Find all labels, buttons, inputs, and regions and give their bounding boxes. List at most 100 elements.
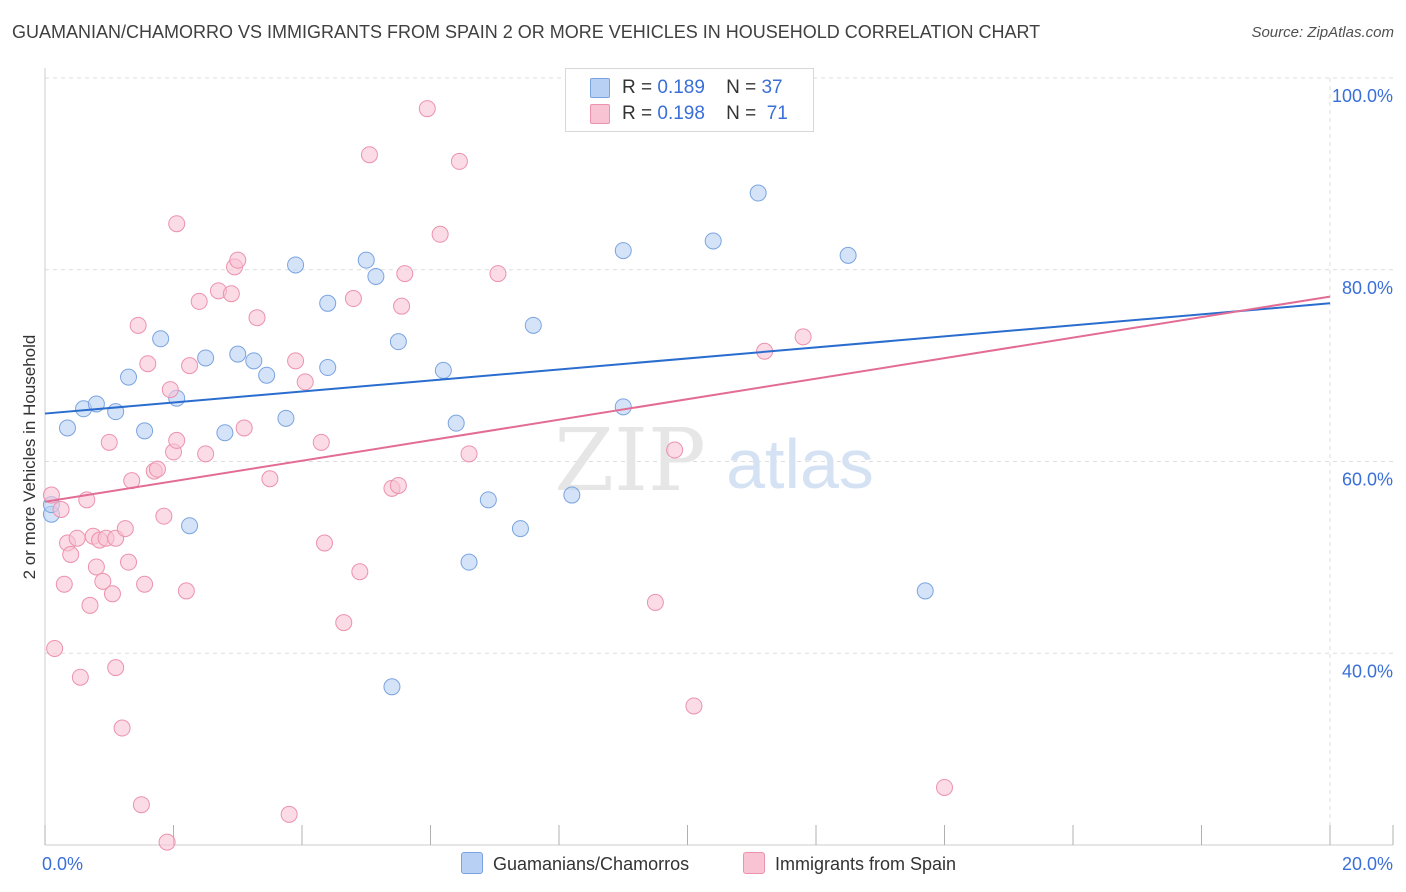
guamanian-point [258,366,276,384]
guamanian-point [479,491,497,509]
guamanian-point [524,316,542,334]
spain-point [222,285,240,303]
spain-point [936,778,953,796]
guamanian-point [216,424,234,442]
spain-point [685,697,703,715]
spain-point [450,152,468,170]
spain-point [177,582,195,600]
spain-point [81,596,99,614]
y-axis-label: 2 or more Vehicles in Household [20,334,39,580]
spain-point [94,572,112,590]
spain-point [155,507,173,525]
spain-point [107,659,125,677]
spain-point [460,445,478,463]
guamanian-point [58,419,76,437]
spain-point [197,445,215,463]
guamanian-point [367,267,385,285]
spain-point [235,419,253,437]
guamanian-point [152,330,170,348]
guamanian-point [916,582,934,600]
n-label: N = [726,77,757,98]
r-value: 0.198 [657,103,705,124]
gridlines [45,77,1393,845]
chart-title: GUAMANIAN/CHAMORRO VS IMMIGRANTS FROM SP… [12,22,1041,42]
r-label: R = [622,77,653,98]
blue-swatch-icon [590,78,610,98]
spain-point [287,352,305,370]
guamanian-point [229,345,247,363]
spain-point [68,529,86,547]
guamanian-point [749,184,767,202]
spain-point [113,719,131,737]
spain-point [120,553,138,571]
guamanian-point [511,520,529,538]
spain-point [351,563,369,581]
spain-point [418,100,436,118]
spain-point [158,833,176,851]
guamanian-point [447,414,465,432]
guamanian-point [614,398,632,416]
guamanian-point [287,256,305,274]
spain-point [261,470,279,488]
spain-point [132,796,150,814]
guamanian-trend-line [44,302,1331,415]
spain-point [312,433,330,451]
legend-label: Immigrants from Spain [775,854,957,874]
spain-point [431,225,449,243]
watermark-atlas: atlas [726,425,874,503]
spain-point [139,355,157,373]
guamanian-point [704,232,722,250]
n-value: 37 [761,77,783,98]
guamanian-point [120,368,138,386]
spain-trend-line [44,295,1331,503]
x-tick-label: 20.0% [1342,854,1393,874]
spain-point [136,575,154,593]
y-tick-label: 40.0% [1342,661,1393,681]
spain-point [103,585,121,603]
trend-lines [44,295,1331,503]
spain-point [168,215,186,233]
guamanian-point [563,486,581,504]
spain-point [71,668,89,686]
guamanian-point [389,333,407,351]
legend-item-guamanians[interactable]: Guamanians/Chamorros [461,852,689,875]
spain-point [46,639,64,657]
spain-point [396,265,414,283]
r-value: 0.189 [657,77,705,98]
spain-point [489,265,507,283]
guamanian-point [245,352,263,370]
y-tick-label: 80.0% [1342,278,1393,298]
legend-label: Guamanians/Chamorros [493,854,690,874]
spain-point [335,614,353,632]
spain-point [129,316,147,334]
spain-point [148,460,166,478]
spain-point [393,297,411,315]
guamanian-point [319,359,337,377]
pink-swatch-icon [590,104,610,124]
guamanian-point [136,422,154,440]
spain-point [360,146,378,164]
n-value: 71 [766,103,788,124]
guamanian-point [614,242,632,260]
guamanian-point [357,251,375,269]
guamanian-point [839,246,857,264]
spain-point [62,545,80,563]
guamanian-point [383,678,401,696]
spain-point [646,593,664,611]
spain-point [181,357,199,375]
spain-point [161,381,179,399]
blue-swatch-icon [461,852,483,874]
y-tick-label: 100.0% [1332,86,1393,106]
guamanian-point [434,361,452,379]
data-points [42,69,953,851]
spain-point [100,433,118,451]
x-tick-label: 0.0% [42,854,83,874]
spain-point [280,805,298,823]
y-tick-label: 60.0% [1342,470,1393,490]
legend-item-spain[interactable]: Immigrants from Spain [743,852,956,875]
guamanian-point [277,409,295,427]
spain-point [389,476,407,494]
r-label: R = [622,103,653,124]
guamanian-point [460,553,478,571]
